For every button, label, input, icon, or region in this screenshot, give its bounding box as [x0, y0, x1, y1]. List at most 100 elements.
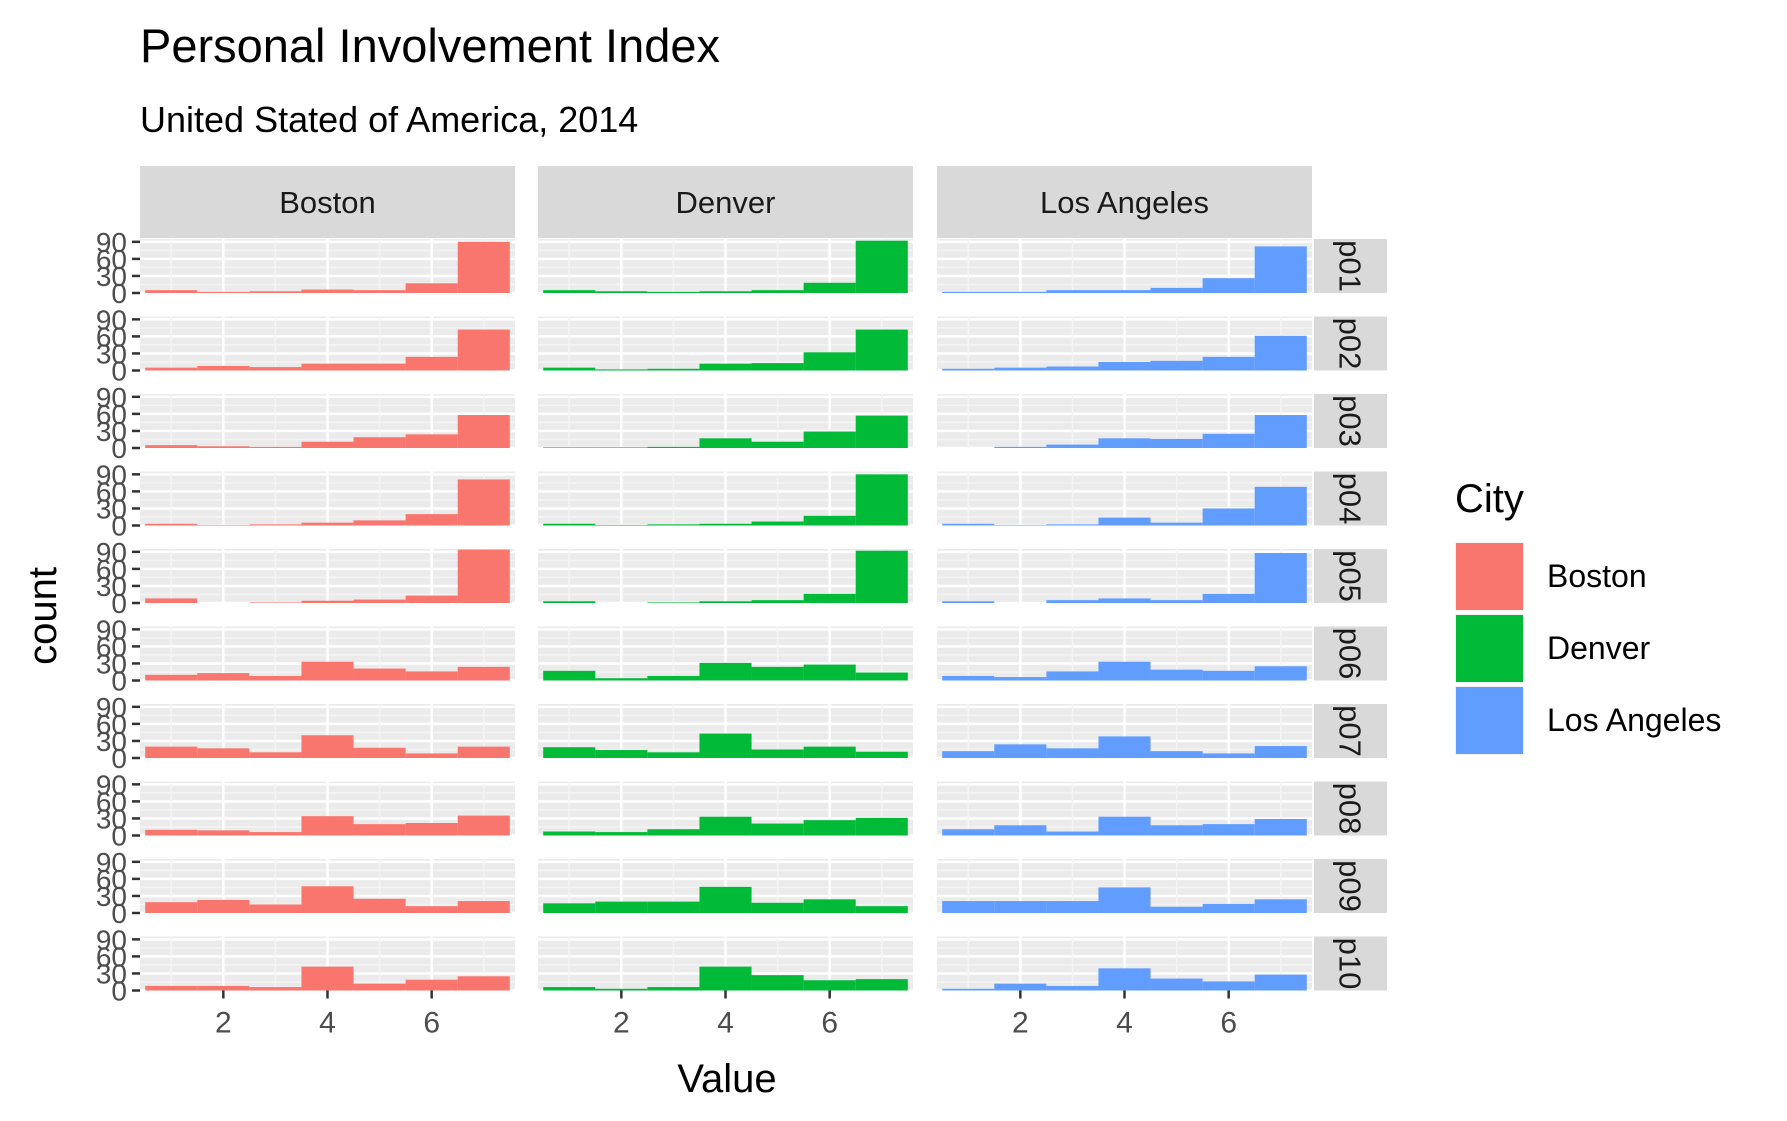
histogram-bar: [647, 368, 700, 371]
histogram-bar: [1254, 819, 1307, 836]
histogram-bar: [145, 902, 198, 913]
histogram-bar: [751, 290, 804, 293]
facet-strip-row-label: p03: [1333, 395, 1368, 447]
y-tick-label: 90: [96, 847, 127, 878]
histogram-bar: [405, 753, 458, 758]
y-tick-label: 60: [96, 554, 127, 585]
histogram-bar: [457, 415, 510, 448]
histogram-bar: [699, 363, 752, 371]
histogram-bar: [1202, 356, 1255, 371]
histogram-bar: [1150, 360, 1203, 371]
histogram-bar: [1098, 517, 1151, 526]
histogram-bar: [855, 240, 908, 293]
histogram-bar: [855, 550, 908, 603]
histogram-bar: [994, 677, 1047, 681]
histogram-bar: [803, 515, 856, 526]
histogram-bar: [405, 434, 458, 448]
histogram-bar: [1150, 825, 1203, 836]
y-tick-label: 0: [111, 356, 127, 387]
histogram-bar: [994, 825, 1047, 836]
histogram-bar: [197, 365, 250, 371]
histogram-bar: [994, 446, 1047, 448]
histogram-bar: [197, 748, 250, 758]
histogram-bar: [353, 290, 406, 293]
histogram-bar: [197, 291, 250, 293]
histogram-bar: [1254, 486, 1307, 526]
histogram-bar: [543, 523, 596, 526]
y-tick-label: 30: [96, 726, 127, 757]
histogram-bar: [803, 746, 856, 758]
histogram-bar: [1254, 974, 1307, 991]
histogram-bar: [405, 822, 458, 836]
histogram-bar: [803, 664, 856, 681]
histogram-bar: [1150, 287, 1203, 293]
histogram-bar: [301, 441, 354, 448]
histogram-bar: [1046, 524, 1099, 526]
y-tick-label: 60: [96, 399, 127, 430]
histogram-bar: [405, 514, 458, 526]
histogram-bar: [595, 988, 648, 991]
facet-strip-row: [1314, 704, 1387, 758]
legend-title: City: [1455, 477, 1524, 521]
histogram-bar: [855, 751, 908, 758]
facet-strip-row-label: p02: [1333, 318, 1368, 370]
histogram-bar: [1098, 968, 1151, 991]
histogram-bar: [249, 291, 302, 293]
histogram-bar: [405, 671, 458, 681]
y-tick-label: 0: [111, 433, 127, 464]
histogram-bar: [1254, 335, 1307, 371]
histogram-bar: [145, 598, 198, 603]
histogram-bar: [249, 367, 302, 371]
histogram-bar: [1202, 508, 1255, 526]
histogram-bar: [197, 899, 250, 913]
facet-strip-column: [937, 166, 1312, 238]
histogram-bar: [803, 282, 856, 293]
histogram-bar: [301, 522, 354, 526]
histogram-bar: [994, 983, 1047, 991]
y-tick-label: 0: [111, 898, 127, 929]
facet-strip-row: [1314, 936, 1387, 991]
facet-strip-label: Denver: [676, 185, 776, 220]
histogram-bar: [1098, 887, 1151, 913]
histogram-bar: [457, 901, 510, 913]
histogram-bar: [405, 283, 458, 293]
histogram-bar: [1046, 444, 1099, 448]
histogram-bar: [457, 746, 510, 758]
histogram-bar: [647, 987, 700, 991]
legend-item-label: Denver: [1547, 630, 1651, 666]
histogram-bar: [543, 903, 596, 913]
histogram-bar: [249, 832, 302, 836]
y-tick-label: 90: [96, 304, 127, 335]
histogram-bar: [942, 901, 995, 913]
histogram-bar: [457, 479, 510, 526]
histogram-bar: [1202, 593, 1255, 603]
histogram-bar: [595, 291, 648, 293]
histogram-bar: [647, 675, 700, 681]
histogram-bar: [457, 549, 510, 603]
y-tick-label: 0: [111, 588, 127, 619]
histogram-bar: [647, 446, 700, 448]
y-tick-label: 60: [96, 786, 127, 817]
y-tick-label: 60: [96, 476, 127, 507]
histogram-bar: [942, 751, 995, 758]
histogram-bar: [197, 673, 250, 681]
histogram-bar: [405, 979, 458, 991]
histogram-bar: [301, 661, 354, 681]
histogram-bar: [1202, 981, 1255, 991]
histogram-bar: [751, 823, 804, 836]
histogram-bar: [751, 600, 804, 603]
histogram-bar: [145, 674, 198, 681]
facet-strip-row: [1314, 316, 1387, 371]
histogram-bar: [145, 367, 198, 371]
histogram-bar: [249, 987, 302, 991]
histogram-bar: [301, 886, 354, 913]
histogram-bar: [405, 595, 458, 603]
histogram-bar: [1150, 751, 1203, 758]
y-tick-label: 90: [96, 924, 127, 955]
histogram-bar: [647, 602, 700, 603]
facet-strip-row-label: p08: [1333, 783, 1368, 835]
histogram-bar: [1202, 278, 1255, 293]
histogram-bar: [353, 824, 406, 836]
facet-strip-column: [140, 166, 515, 238]
histogram-bar: [751, 749, 804, 758]
